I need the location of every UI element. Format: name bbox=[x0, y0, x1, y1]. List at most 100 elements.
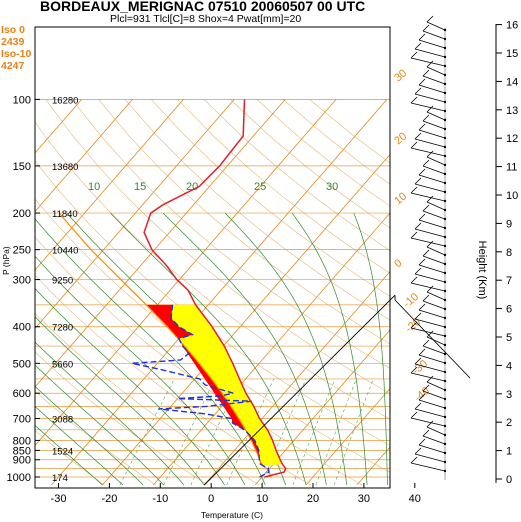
wind-barb-feather bbox=[418, 393, 426, 401]
wind-barb-feather bbox=[414, 447, 422, 455]
isotherm-label: -10 bbox=[401, 291, 421, 310]
wind-barb bbox=[418, 354, 446, 364]
wind-barb-dot bbox=[443, 253, 447, 257]
moist-adiabat bbox=[404, 213, 410, 485]
height-tick-label: 11 bbox=[506, 162, 517, 174]
wind-barb-feather bbox=[426, 330, 434, 338]
height-tick-label: 9 bbox=[506, 218, 512, 230]
moist-adiabat bbox=[353, 212, 388, 485]
dry-adiabat bbox=[35, 160, 390, 446]
mixing-ratio-label: 25 bbox=[254, 181, 266, 193]
moist-adiabat bbox=[35, 406, 124, 486]
wind-barb-dot bbox=[443, 145, 447, 149]
temperature-tick-label: 20 bbox=[307, 493, 319, 505]
height-value-label: 5660 bbox=[52, 359, 73, 370]
wind-barb-dot bbox=[443, 109, 447, 113]
height-value-label: 11840 bbox=[52, 209, 78, 220]
pressure-tick-label: 800 bbox=[13, 435, 31, 447]
wind-barb-dot bbox=[443, 370, 447, 374]
isotherm-line bbox=[408, 99, 521, 485]
moist-adiabat bbox=[35, 341, 185, 486]
mixing-ratio-line bbox=[226, 378, 274, 486]
temperature-tick-label: 40 bbox=[409, 493, 421, 505]
wind-barb bbox=[422, 210, 446, 220]
moist-adiabat bbox=[291, 212, 368, 485]
temperature-curve bbox=[143, 99, 287, 478]
moist-adiabat bbox=[35, 255, 246, 486]
temperature-tick-label: -10 bbox=[152, 493, 168, 505]
wind-barb-dot bbox=[443, 406, 447, 410]
wind-barb bbox=[410, 372, 446, 382]
height-value-label: 1524 bbox=[52, 446, 73, 457]
height-value-label: 16280 bbox=[52, 95, 78, 106]
wind-barb-feather bbox=[426, 375, 434, 383]
wind-barb-feather bbox=[426, 15, 434, 23]
wind-barb-dot bbox=[443, 181, 447, 185]
moist-adiabat bbox=[35, 364, 164, 486]
wind-barb-dot bbox=[443, 361, 447, 365]
mixing-ratio-line bbox=[333, 378, 374, 486]
pressure-tick-label: 850 bbox=[13, 445, 31, 457]
wind-barb-dot bbox=[443, 154, 447, 158]
wind-barb-feather bbox=[410, 186, 418, 194]
mixing-ratio-label: 15 bbox=[134, 181, 146, 193]
wind-barb-feather bbox=[422, 384, 430, 392]
wind-barb-dot bbox=[443, 100, 447, 104]
mixing-ratio-label: 30 bbox=[326, 181, 338, 193]
mixing-ratio-label: 20 bbox=[186, 181, 198, 193]
pressure-tick-label: 600 bbox=[13, 388, 31, 400]
wind-barb-dot bbox=[443, 316, 447, 320]
height-tick-label: 8 bbox=[506, 247, 512, 259]
wind-barb-dot bbox=[443, 262, 447, 266]
wind-barb bbox=[426, 381, 446, 391]
y-axis-label: P (hPa) bbox=[1, 246, 11, 275]
wind-barb bbox=[426, 21, 446, 31]
wind-barb bbox=[422, 390, 446, 400]
wind-barb-dot bbox=[443, 217, 447, 221]
wind-barb-feather bbox=[418, 303, 426, 311]
wind-barbs bbox=[410, 15, 447, 480]
wind-barb bbox=[426, 66, 446, 76]
wind-barb-dot bbox=[443, 226, 447, 230]
wind-barb bbox=[410, 237, 446, 247]
chart-subtitle: Plcl=931 Tlcl[C]=8 Shox=4 Pwat[mm]=20 bbox=[110, 13, 302, 25]
wind-barb-feather bbox=[426, 60, 434, 68]
isotherm-line bbox=[0, 99, 31, 485]
wind-barb-dot bbox=[443, 91, 447, 95]
wind-barb bbox=[422, 300, 446, 310]
height-value-label: 13680 bbox=[52, 162, 78, 173]
wind-barb bbox=[422, 435, 446, 445]
wind-barb-dot bbox=[443, 199, 447, 203]
dry-adiabat bbox=[309, 99, 390, 164]
wind-barb-feather bbox=[422, 294, 430, 302]
isotherm-label: 10 bbox=[392, 190, 409, 207]
wind-barb-dot bbox=[443, 37, 447, 41]
wind-barb bbox=[418, 264, 446, 274]
pressure-tick-label: 300 bbox=[13, 275, 31, 287]
temperature-tick-label: -20 bbox=[101, 493, 117, 505]
cin-area bbox=[146, 304, 283, 466]
wind-barb-feather bbox=[410, 456, 418, 464]
wind-barb bbox=[410, 57, 446, 67]
isotherm-line bbox=[35, 99, 286, 388]
wind-barb bbox=[418, 219, 446, 229]
wind-barb bbox=[410, 192, 446, 202]
moist-adiabat bbox=[35, 316, 205, 486]
isotherm-label: 20 bbox=[392, 130, 409, 147]
wind-barb-feather bbox=[422, 159, 430, 167]
height-tick-label: 3 bbox=[506, 389, 512, 401]
wind-barb-feather bbox=[418, 438, 426, 446]
wind-barb-dot bbox=[443, 388, 447, 392]
wind-barb-feather bbox=[422, 69, 430, 77]
pressure-tick-label: 100 bbox=[13, 94, 31, 106]
wind-barb-dot bbox=[443, 433, 447, 437]
wind-barb-feather bbox=[422, 24, 430, 32]
wind-barb bbox=[414, 138, 446, 148]
iso0-value: 2439 bbox=[1, 36, 25, 48]
isotherm-label: 30 bbox=[392, 67, 409, 84]
wind-barb-dot bbox=[443, 55, 447, 59]
wind-barb-feather bbox=[414, 132, 422, 140]
wind-barb-feather bbox=[410, 51, 418, 59]
isotherm-line bbox=[51, 99, 388, 486]
x-axis-label: Temperature (C) bbox=[201, 510, 263, 520]
